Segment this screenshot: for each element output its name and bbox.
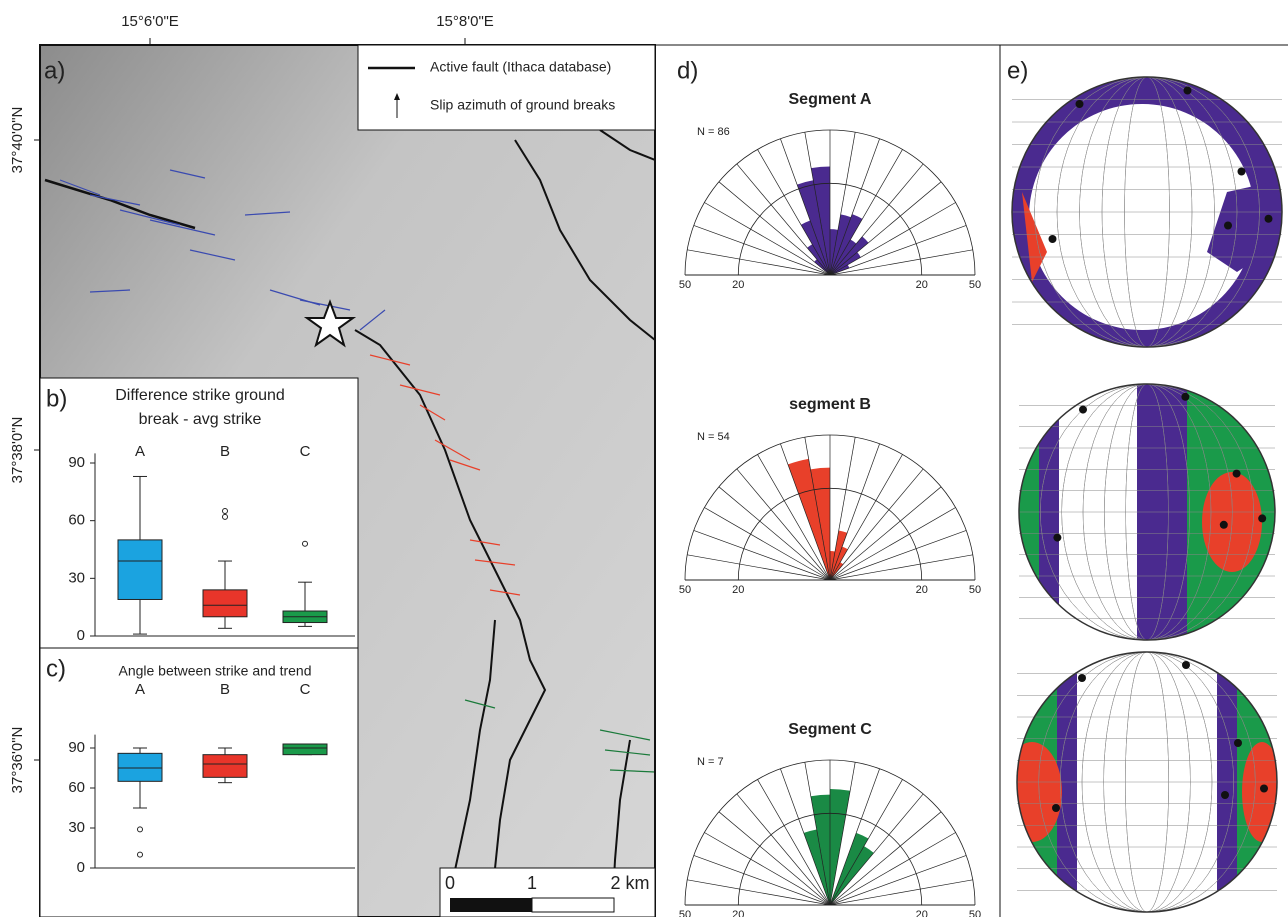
lat-label: 37°38'0"N [9,417,26,484]
y-tick-label: 90 [68,454,85,471]
r-tick-label: 20 [732,909,744,917]
r-tick-label: 50 [969,909,981,917]
r-tick-label: 20 [916,909,928,917]
pole [1233,470,1241,478]
category-label: C [300,443,311,460]
pole [1053,534,1061,542]
chart-title: break - avg strike [139,411,262,428]
panel-label: b) [46,385,67,412]
pole [1079,406,1087,414]
box [203,590,247,617]
panel-label: a) [44,57,65,84]
panel-label: d) [677,57,698,84]
y-tick-label: 0 [77,627,85,644]
chart-title: Segment C [788,721,872,738]
pole [1078,674,1086,682]
y-tick-label: 30 [68,819,85,836]
stereonet [1019,384,1275,640]
scale-bar [532,898,614,912]
y-tick-label: 0 [77,859,85,876]
category-label: B [220,443,230,460]
panel-label: e) [1007,57,1028,84]
lon-label: 15°8'0"E [436,13,494,30]
outlier [138,827,143,832]
r-tick-label: 20 [732,279,744,291]
legend-text: Active fault (Ithaca database) [430,59,611,75]
category-label: C [300,681,311,698]
scale-label: 1 [527,873,537,893]
box [118,540,162,600]
pole [1260,785,1268,793]
chart-title: segment B [789,396,871,413]
contour-fill [1002,742,1062,842]
y-tick-label: 60 [68,779,85,796]
outlier [138,852,143,857]
n-label: N = 86 [697,126,730,138]
pole [1049,235,1057,243]
pole [1224,222,1232,230]
scale-label: 2 km [610,873,649,893]
figure: a) 15°6'0"E 15°8'0"E 37°40'0"N 37°38'0"N… [0,0,1288,917]
box [203,755,247,778]
pole [1265,215,1273,223]
outlier [303,541,308,546]
stereonet [1012,77,1282,347]
category-label: B [220,681,230,698]
outlier [223,509,228,514]
lon-label: 15°6'0"E [121,13,179,30]
outlier [223,514,228,519]
pole [1182,661,1190,669]
legend-text: Slip azimuth of ground breaks [430,97,615,113]
scale-bar [450,898,532,912]
r-tick-label: 20 [916,279,928,291]
pole [1184,87,1192,95]
lat-label: 37°36'0"N [9,727,26,794]
chart-title: Difference strike ground [115,387,285,404]
category-label: A [135,681,145,698]
chart-title: Segment A [789,91,872,108]
r-tick-label: 50 [679,909,691,917]
r-tick-label: 50 [969,279,981,291]
pole [1181,393,1189,401]
n-label: N = 7 [697,756,724,768]
r-tick-label: 50 [679,279,691,291]
pole [1221,791,1229,799]
r-tick-label: 20 [732,584,744,596]
pole [1220,521,1228,529]
y-tick-label: 90 [68,739,85,756]
r-tick-label: 20 [916,584,928,596]
pole [1234,739,1242,747]
r-tick-label: 50 [679,584,691,596]
y-tick-label: 30 [68,569,85,586]
box [283,744,327,755]
lat-label: 37°40'0"N [9,107,26,174]
pole [1052,804,1060,812]
chart-title: Angle between strike and trend [118,663,311,679]
stereonets [1002,77,1282,912]
n-label: N = 54 [697,431,730,443]
panel-label: c) [46,655,66,682]
stereonet [1002,652,1282,912]
category-label: A [135,443,145,460]
pole [1238,168,1246,176]
box [118,753,162,781]
r-tick-label: 50 [969,584,981,596]
y-tick-label: 60 [68,512,85,529]
pole [1076,100,1084,108]
scale-label: 0 [445,873,455,893]
pole [1258,514,1266,522]
